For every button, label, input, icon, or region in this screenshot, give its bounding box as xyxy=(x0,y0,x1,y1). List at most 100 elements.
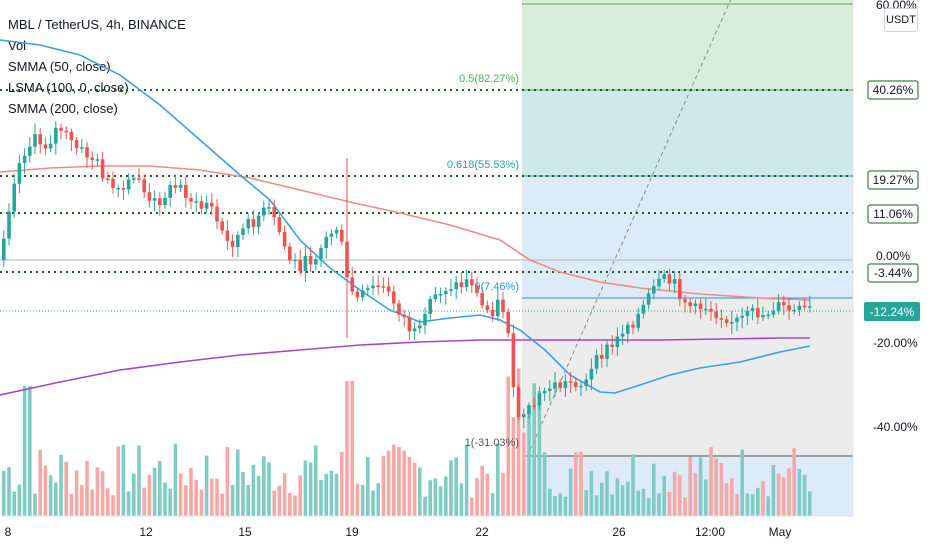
indicator-smma50[interactable]: SMMA (50, close) xyxy=(8,59,111,74)
volume-bar xyxy=(168,488,172,516)
candle xyxy=(204,195,209,213)
candle xyxy=(574,377,578,392)
volume-bar xyxy=(246,485,250,516)
volume-bar xyxy=(563,496,568,516)
candle xyxy=(808,295,812,313)
candle xyxy=(662,270,666,283)
candle xyxy=(288,242,292,265)
volume-bar xyxy=(397,447,401,516)
fib-label-0: 0(7.46%) xyxy=(474,281,519,293)
volume-bar xyxy=(22,386,27,516)
candle xyxy=(324,231,328,259)
candle xyxy=(412,321,417,341)
volume-bar xyxy=(568,468,573,516)
volume-bar xyxy=(553,495,557,516)
time-axis[interactable]: 8 12 15 19 22 26 12:00 May xyxy=(5,525,792,539)
candle xyxy=(761,306,765,321)
candle xyxy=(215,199,219,230)
candle xyxy=(189,192,193,210)
candle xyxy=(54,121,58,155)
candle xyxy=(220,217,224,235)
candle xyxy=(194,192,198,213)
volume-bar xyxy=(230,484,235,516)
candle xyxy=(678,272,682,307)
candle xyxy=(236,231,240,258)
candle xyxy=(418,319,422,334)
candle xyxy=(371,276,375,295)
candle xyxy=(262,200,266,221)
candle xyxy=(698,299,703,319)
y-label-minus20: -20.00% xyxy=(873,336,918,350)
candle xyxy=(126,173,131,195)
volume-bar xyxy=(719,462,724,516)
volume-bar xyxy=(792,448,796,516)
candle xyxy=(334,226,339,239)
volume-bar xyxy=(48,475,53,516)
volume-bar xyxy=(121,444,126,516)
candle xyxy=(771,302,776,318)
level-label-minus3: -3.44% xyxy=(874,266,912,280)
volume-bar xyxy=(620,485,625,516)
level-label-40: 40.26% xyxy=(873,83,914,97)
volume-bar xyxy=(38,449,42,516)
symbol-title[interactable]: MBL / TetherUS, 4h, BINANCE xyxy=(8,17,186,32)
volume-bar xyxy=(428,480,432,516)
volume-bar xyxy=(537,391,542,516)
chart-legend: MBL / TetherUS, 4h, BINANCE Vol SMMA (50… xyxy=(8,14,186,119)
volume-bar xyxy=(511,417,516,516)
candle xyxy=(693,299,698,315)
volume-bar xyxy=(672,471,677,516)
volume-bar xyxy=(506,376,510,516)
volume-bar xyxy=(771,465,776,516)
volume-bar xyxy=(272,490,276,516)
currency-button[interactable]: USDT xyxy=(884,8,918,32)
volume-bar xyxy=(199,489,204,516)
candle xyxy=(319,244,323,268)
smma50-line xyxy=(0,39,811,394)
candle xyxy=(428,295,432,321)
volume-bar xyxy=(236,449,240,516)
candle xyxy=(537,386,542,410)
candle xyxy=(579,380,583,397)
candle xyxy=(605,339,609,368)
volume-bar xyxy=(298,475,302,516)
candle xyxy=(340,224,344,246)
candle xyxy=(490,302,495,322)
volume-bar xyxy=(594,495,599,516)
candle xyxy=(272,199,276,226)
volume-bar xyxy=(241,472,245,516)
x-tick-label: 12:00 xyxy=(695,525,725,539)
volume-bar xyxy=(797,469,802,516)
volume-bar xyxy=(293,495,297,516)
volume-bar xyxy=(251,464,256,516)
candle xyxy=(350,266,354,296)
volume-bar xyxy=(459,483,464,516)
candle xyxy=(496,289,500,322)
candle xyxy=(90,151,94,170)
volume-bar xyxy=(329,470,334,516)
volume-bar xyxy=(366,457,370,516)
candle xyxy=(225,220,230,250)
volume-bar xyxy=(714,458,718,516)
volume-bar xyxy=(308,462,313,516)
candle xyxy=(636,307,640,332)
indicator-smma200[interactable]: SMMA (200, close) xyxy=(8,101,118,116)
volume-bar xyxy=(381,455,386,516)
volume-bar xyxy=(204,455,209,516)
candle xyxy=(381,277,386,294)
candle xyxy=(652,279,656,300)
volume-bar xyxy=(340,451,344,516)
candle xyxy=(485,300,490,314)
volume-bar xyxy=(225,447,230,516)
candle xyxy=(314,256,318,270)
fib-label-05: 0.5(82.27%) xyxy=(459,73,519,85)
volume-bar xyxy=(178,473,183,516)
last-price-tag: -12.24% xyxy=(864,302,920,321)
volume-bar xyxy=(516,368,521,516)
candle xyxy=(230,234,235,257)
volume-bar xyxy=(584,490,588,516)
volume-bar xyxy=(605,471,609,516)
indicator-lsma100[interactable]: LSMA (100, 0, close) xyxy=(8,80,129,95)
x-tick-label: May xyxy=(769,525,792,539)
